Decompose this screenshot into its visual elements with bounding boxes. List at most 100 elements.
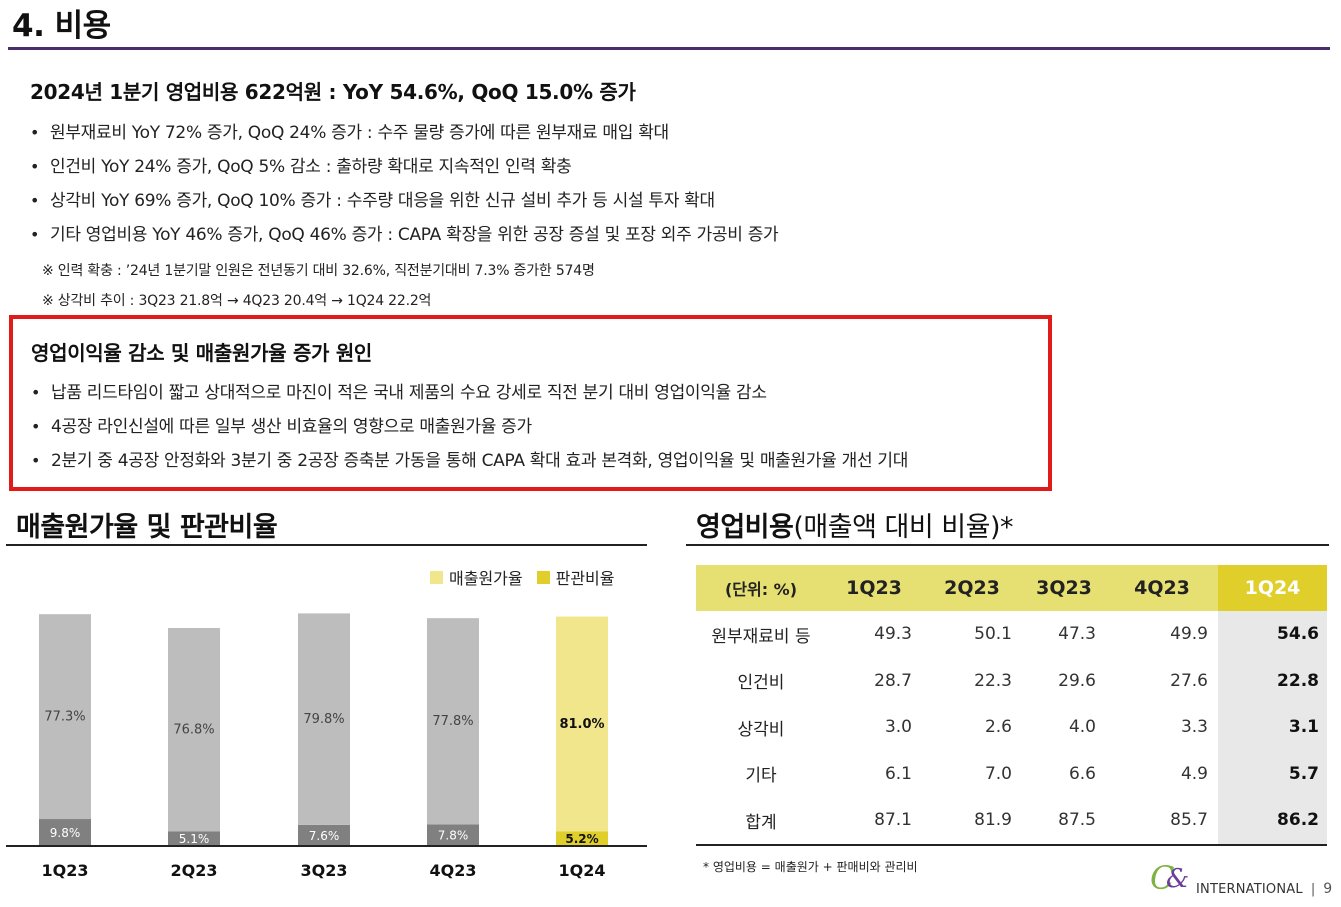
x-tick-label: 2Q23	[171, 861, 218, 880]
logo-ampersand: &	[1166, 864, 1190, 894]
x-tick-label: 1Q23	[42, 861, 89, 880]
table-col-header: 3Q23	[1022, 565, 1106, 611]
table-corner-header: (단위: %)	[696, 565, 826, 611]
chart-section-title: 매출원가율 및 판관비율	[16, 512, 278, 543]
table-cell: 87.5	[1058, 810, 1096, 831]
company-logo: C & INTERNATIONAL | 9	[1150, 862, 1332, 902]
note-item: ※ 상각비 추이 : 3Q23 21.8억 → 4Q23 20.4억 → 1Q2…	[42, 293, 432, 309]
table-row-label: 인건비	[737, 673, 785, 694]
table-col-header: 2Q23	[922, 565, 1022, 611]
table-row: 상각비 3.0 2.6 4.0 3.3 3.1	[696, 704, 1327, 751]
bullet-item: 원부재료비 YoY 72% 증가, QoQ 24% 증가 : 수주 물량 증가에…	[30, 121, 778, 155]
table-col-header-highlight: 1Q24	[1218, 565, 1327, 611]
logo-separator: |	[1310, 881, 1316, 897]
cost-bar-segment	[298, 613, 350, 825]
table-cell-highlight: 3.1	[1218, 704, 1327, 751]
table-col-header: 4Q23	[1106, 565, 1218, 611]
sga-data-label: 5.1%	[179, 832, 210, 846]
table-cell: 6.1	[884, 763, 912, 784]
footnote: * 영업비용 = 매출원가 + 판매비와 관리비	[703, 860, 918, 874]
table-row: 원부재료비 등 49.3 50.1 47.3 49.9 54.6	[696, 611, 1327, 658]
table-cell: 4.0	[1068, 717, 1096, 738]
sga-data-label: 7.6%	[309, 829, 340, 843]
bullet-item: 상각비 YoY 69% 증가, QoQ 10% 증가 : 수주량 대응을 위한 …	[30, 189, 778, 223]
sga-data-label: 7.8%	[438, 829, 469, 843]
logo-mark: C &	[1150, 862, 1194, 902]
table-cell: 87.1	[874, 810, 912, 831]
expense-bullets: 원부재료비 YoY 72% 증가, QoQ 24% 증가 : 수주 물량 증가에…	[30, 121, 779, 257]
table-cell: 7.0	[984, 763, 1012, 784]
legend-item: 매출원가율	[430, 565, 523, 589]
legend-label: 매출원가율	[449, 569, 523, 588]
cost-data-label: 79.8%	[303, 712, 344, 727]
legend-item: 판관비율	[536, 565, 615, 589]
table-cell: 3.3	[1180, 717, 1208, 738]
table-row: 기타 6.1 7.0 6.6 4.9 5.7	[696, 750, 1327, 797]
headline: 2024년 1분기 영업비용 622억원 : YoY 54.6%, QoQ 15…	[30, 80, 636, 104]
box-bullets: 납품 리드타임이 짧고 상대적으로 마진이 적은 국내 제품의 수요 강세로 직…	[31, 381, 908, 483]
table-cell: 28.7	[874, 670, 912, 691]
table-cell-highlight: 22.8	[1218, 657, 1327, 704]
notes: ※ 인력 확충 : ’24년 1분기말 인원은 전년동기 대비 32.6%, 직…	[42, 261, 595, 321]
legend-label: 판관비율	[555, 569, 615, 588]
table-row: 합계 87.1 81.9 87.5 85.7 86.2	[696, 797, 1327, 844]
bullet-item: 인건비 YoY 24% 증가, QoQ 5% 감소 : 출하량 확대로 지속적인…	[30, 155, 778, 189]
table-header-row: (단위: %) 1Q23 2Q23 3Q23 4Q23 1Q24	[696, 565, 1327, 611]
table-col-header: 1Q23	[826, 565, 922, 611]
note-item: ※ 인력 확충 : ’24년 1분기말 인원은 전년동기 대비 32.6%, 직…	[42, 263, 595, 279]
table-row-label: 상각비	[737, 719, 785, 740]
x-tick-label: 3Q23	[301, 861, 348, 880]
legend-swatch	[430, 570, 443, 584]
chart-legend: 매출원가율 판관비율	[430, 565, 615, 589]
cost-bar-segment	[168, 627, 220, 832]
table-cell: 3.0	[884, 717, 912, 738]
bullet-item: 2분기 중 4공장 안정화와 3분기 중 2공장 증축분 가동을 통해 CAPA…	[31, 449, 908, 483]
table-cell: 22.3	[974, 670, 1012, 691]
table-row-label: 합계	[745, 812, 777, 833]
page-title: 4. 비용	[12, 8, 111, 44]
bullet-item: 4공장 라인신설에 따른 일부 생산 비효율의 영향으로 매출원가율 증가	[31, 415, 908, 449]
table-cell-highlight: 5.7	[1218, 750, 1327, 797]
table-cell: 49.9	[1170, 624, 1208, 645]
cost-data-label: 81.0%	[559, 717, 604, 732]
table-row-label: 원부재료비 등	[711, 626, 811, 647]
sga-bar-segment	[427, 824, 479, 845]
table-cell: 4.9	[1180, 763, 1208, 784]
table-cell: 81.9	[974, 810, 1012, 831]
table-cell: 29.6	[1058, 670, 1096, 691]
sga-data-label: 9.8%	[50, 826, 81, 840]
title-divider	[8, 47, 1330, 50]
cost-data-label: 77.3%	[44, 710, 85, 725]
legend-swatch	[536, 570, 550, 584]
section-divider	[686, 544, 1329, 546]
opex-table: (단위: %) 1Q23 2Q23 3Q23 4Q23 1Q24 원부재료비 등…	[696, 565, 1327, 844]
sga-bar-segment	[39, 819, 91, 845]
stacked-bar-chart: 77.3% 9.8% 1Q23 76.8% 5.1% 2Q23 79.8% 7.6% 3Q23 7…	[39, 613, 608, 880]
table-cell: 27.6	[1170, 670, 1208, 691]
table-cell: 47.3	[1058, 624, 1096, 645]
x-tick-label: 4Q23	[430, 861, 477, 880]
cost-data-label: 77.8%	[432, 714, 473, 729]
table-row: 인건비 28.7 22.3 29.6 27.6 22.8	[696, 657, 1327, 704]
table-title-light: (매출액 대비 비율)*	[793, 512, 1013, 543]
section-divider	[6, 544, 647, 546]
bullet-item: 납품 리드타임이 짧고 상대적으로 마진이 적은 국내 제품의 수요 강세로 직…	[31, 381, 908, 415]
table-bottom-rule	[696, 844, 1327, 846]
cost-data-label: 76.8%	[173, 723, 214, 738]
cost-bar-segment	[556, 616, 608, 832]
table-cell-highlight: 54.6	[1218, 611, 1327, 658]
x-axis-line	[6, 845, 647, 847]
cost-bar-segment	[427, 618, 479, 825]
table-row-label: 기타	[745, 766, 777, 787]
sga-bar-segment	[556, 831, 608, 845]
table-title-bold: 영업비용	[696, 512, 794, 543]
logo-c: C	[1150, 859, 1175, 897]
table-cell-highlight: 86.2	[1218, 797, 1327, 844]
box-title: 영업이익율 감소 및 매출원가율 증가 원인	[31, 341, 373, 365]
table-cell: 6.6	[1068, 763, 1096, 784]
sga-bar-segment	[298, 824, 350, 845]
sga-data-label: 5.2%	[565, 832, 598, 846]
logo-text: INTERNATIONAL	[1196, 881, 1303, 897]
x-tick-label: 1Q24	[559, 861, 606, 880]
page-number: 9	[1323, 881, 1333, 897]
